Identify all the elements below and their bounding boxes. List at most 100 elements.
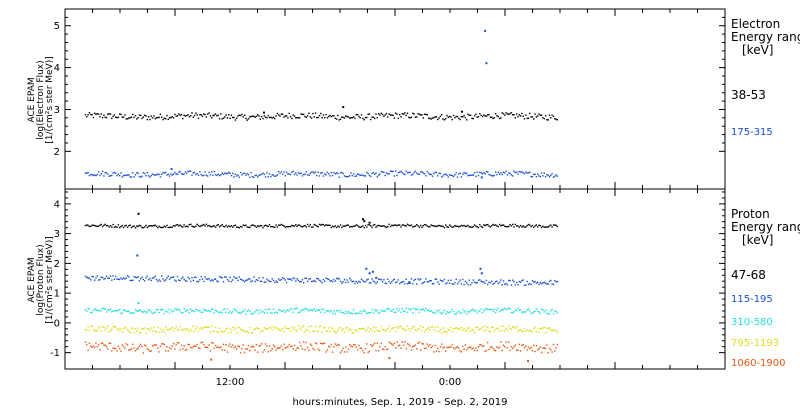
point	[425, 278, 427, 280]
point	[383, 225, 385, 227]
point	[554, 310, 556, 312]
point	[245, 313, 247, 315]
point	[161, 275, 163, 277]
point	[430, 224, 432, 226]
point	[161, 116, 163, 118]
point	[140, 225, 142, 227]
point	[161, 308, 163, 311]
point	[171, 116, 173, 118]
point	[441, 225, 443, 227]
point	[285, 115, 288, 117]
point	[396, 113, 398, 115]
point	[208, 326, 210, 328]
point	[174, 171, 176, 174]
point	[157, 326, 159, 329]
point	[120, 277, 122, 279]
point	[220, 225, 222, 227]
point	[543, 281, 545, 284]
point	[491, 280, 493, 282]
point	[295, 224, 297, 226]
point	[408, 224, 410, 226]
point	[422, 281, 424, 284]
point	[251, 332, 254, 334]
point	[117, 224, 120, 226]
point	[463, 327, 465, 330]
point	[358, 312, 360, 314]
point	[393, 326, 396, 329]
point	[136, 172, 138, 174]
point	[88, 342, 91, 344]
point	[220, 276, 222, 279]
point	[506, 226, 509, 228]
point	[233, 225, 235, 227]
point	[533, 118, 535, 120]
point	[442, 175, 444, 177]
point	[324, 311, 326, 314]
point	[525, 171, 527, 173]
point	[217, 280, 219, 283]
point	[109, 308, 112, 310]
point	[526, 224, 528, 227]
point	[119, 330, 121, 332]
point	[426, 171, 428, 173]
point	[204, 276, 206, 278]
point	[246, 226, 248, 228]
point	[284, 115, 286, 117]
point	[246, 348, 248, 350]
point	[435, 171, 438, 174]
point	[111, 117, 113, 120]
point	[359, 174, 361, 176]
proton-ylabel-line3: [1/(cm²s ster MeV)]	[45, 236, 55, 323]
point	[546, 226, 548, 228]
point	[199, 171, 201, 173]
spike-point	[485, 62, 488, 65]
electron-y-tick-label: 2	[54, 147, 60, 158]
point	[129, 348, 131, 351]
point	[134, 276, 137, 278]
point	[158, 116, 160, 119]
point	[401, 328, 403, 330]
point	[142, 352, 144, 354]
point	[92, 224, 95, 226]
point	[318, 115, 321, 117]
point	[438, 224, 440, 227]
point	[435, 278, 438, 280]
point	[188, 312, 190, 314]
point	[350, 172, 352, 174]
point	[522, 172, 524, 174]
proton-y-tick-label: 4	[54, 199, 60, 210]
point	[330, 226, 332, 229]
point	[303, 282, 305, 284]
point	[335, 344, 338, 347]
point	[370, 282, 372, 284]
point	[104, 344, 106, 347]
point	[388, 325, 390, 327]
point	[471, 174, 473, 176]
point	[326, 278, 329, 280]
point	[224, 226, 226, 228]
point	[438, 172, 440, 174]
point	[200, 342, 202, 344]
point	[312, 280, 314, 282]
point	[324, 280, 326, 282]
point	[165, 226, 167, 228]
point	[399, 224, 401, 226]
point	[260, 280, 263, 283]
point	[523, 118, 526, 120]
point	[192, 345, 194, 348]
point	[425, 224, 427, 226]
point	[91, 346, 93, 348]
point	[318, 175, 321, 177]
point	[399, 325, 401, 328]
point	[356, 173, 359, 175]
point	[493, 174, 495, 177]
point	[190, 346, 192, 348]
point	[454, 348, 456, 350]
point	[527, 223, 530, 226]
point	[518, 329, 520, 331]
point	[439, 279, 442, 281]
point	[438, 330, 440, 333]
point	[138, 280, 141, 282]
point	[548, 347, 551, 350]
point	[144, 226, 146, 228]
